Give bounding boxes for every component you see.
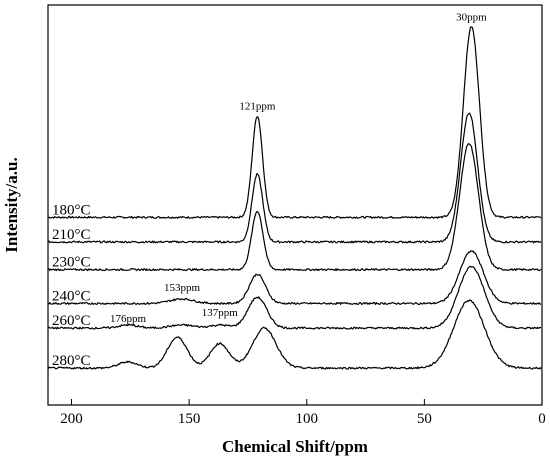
series-line — [47, 26, 542, 219]
series-line — [47, 112, 542, 244]
series-label: 210°C — [52, 227, 91, 243]
peak-label: 30ppm — [456, 11, 487, 23]
series-label: 240°C — [52, 288, 91, 304]
peak-label: 153ppm — [164, 282, 201, 294]
x-tick-label: 200 — [60, 411, 83, 427]
traces-layer — [47, 26, 542, 370]
peak-label: 121ppm — [239, 101, 276, 113]
x-tick-label: 100 — [296, 411, 319, 427]
x-tick-label: 50 — [417, 411, 432, 427]
series-label: 180°C — [52, 202, 91, 218]
annotations-layer: 30ppm 121ppm 153ppm 137ppm 176ppm — [110, 11, 487, 325]
x-tick-label: 0 — [538, 411, 546, 427]
series-line — [47, 250, 542, 305]
peak-label: 137ppm — [202, 307, 239, 319]
x-tick-label: 150 — [178, 411, 201, 427]
series-label: 280°C — [52, 353, 91, 369]
series-label: 260°C — [52, 313, 91, 329]
series-line — [47, 142, 542, 272]
series-line — [47, 265, 542, 330]
y-axis-title: Intensity/a.u. — [2, 157, 21, 252]
series-line — [47, 299, 542, 370]
series-labels-layer: 180°C 210°C 230°C 240°C 260°C 280°C — [52, 202, 91, 369]
plot-frame — [47, 4, 543, 406]
peak-label: 176ppm — [110, 313, 147, 325]
series-label: 230°C — [52, 255, 91, 271]
x-axis-ticks: 200 150 100 50 0 — [60, 399, 546, 427]
x-axis-title: Chemical Shift/ppm — [222, 437, 368, 456]
